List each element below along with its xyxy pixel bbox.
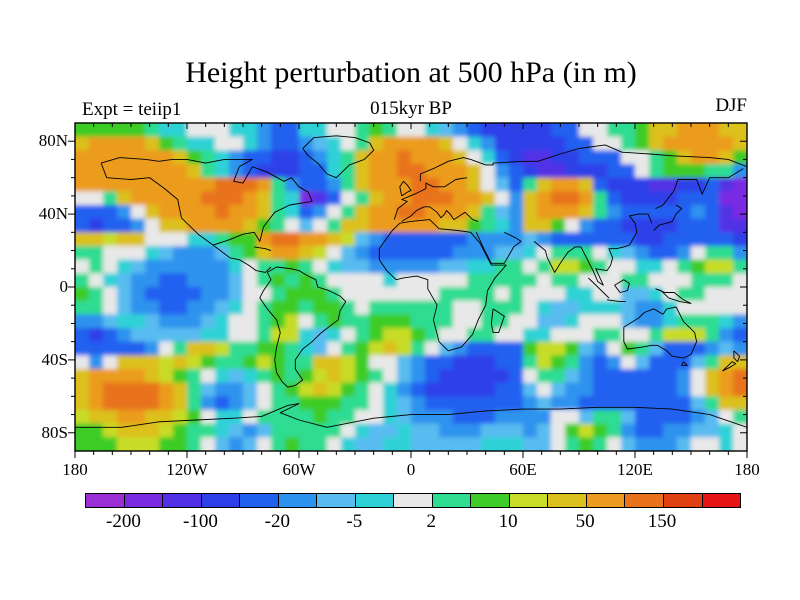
- experiment-label: Expt = teiip1: [82, 99, 182, 120]
- colorbar-cell: [162, 494, 201, 507]
- colorbar-tick-label: 2: [426, 511, 436, 532]
- lon-tick-label: 120W: [166, 460, 208, 479]
- colorbar-cell: [470, 494, 509, 507]
- lon-tick-label: 60W: [282, 460, 316, 479]
- colorbar-cell: [431, 494, 471, 507]
- season-label: DJF: [715, 95, 747, 116]
- chart-subtitle: 015kyr BP: [370, 98, 452, 119]
- colorbar-cell: [86, 494, 124, 507]
- colorbar-cell: [200, 494, 240, 507]
- map-field: [75, 123, 747, 451]
- colorbar-cell: [508, 494, 548, 507]
- lat-tick-label: 40N: [38, 204, 68, 224]
- colorbar: [85, 493, 741, 508]
- colorbar-cell: [354, 494, 394, 507]
- colorbar-tick-label: 150: [647, 511, 677, 532]
- colorbar-cell: [701, 494, 741, 507]
- colorbar-tick-label: -200: [106, 511, 141, 532]
- colorbar-cell: [123, 494, 163, 507]
- axis-ticks: [68, 123, 748, 458]
- colorbar-cell: [239, 494, 278, 507]
- colorbar-cell: [585, 494, 625, 507]
- chart-title: Height perturbation at 500 hPa (in m): [185, 56, 637, 89]
- lon-tick-label: 0: [406, 460, 416, 479]
- lon-tick-label: 180: [734, 460, 760, 479]
- colorbar-cell: [393, 494, 432, 507]
- lat-tick-label: 40S: [41, 349, 68, 369]
- colorbar-cell: [624, 494, 663, 507]
- colorbar-cell: [277, 494, 317, 507]
- colorbar-cell: [547, 494, 586, 507]
- lat-tick-label: 80N: [38, 131, 68, 151]
- lat-tick-label: 80S: [41, 422, 68, 442]
- colorbar-tick-label: -5: [346, 511, 363, 532]
- lon-tick-label: 120E: [617, 460, 653, 479]
- colorbar-tick-label: 50: [575, 511, 595, 532]
- lat-tick-label: 0: [59, 277, 69, 296]
- lon-tick-label: 60E: [509, 460, 537, 479]
- colorbar-cell: [316, 494, 355, 507]
- colorbar-tick-label: -100: [182, 511, 218, 532]
- lon-tick-label: 180: [62, 460, 88, 479]
- colorbar-cell: [662, 494, 702, 507]
- colorbar-tick-label: 10: [498, 511, 518, 532]
- colorbar-tick-label: -20: [264, 511, 291, 532]
- coastlines: [75, 135, 747, 428]
